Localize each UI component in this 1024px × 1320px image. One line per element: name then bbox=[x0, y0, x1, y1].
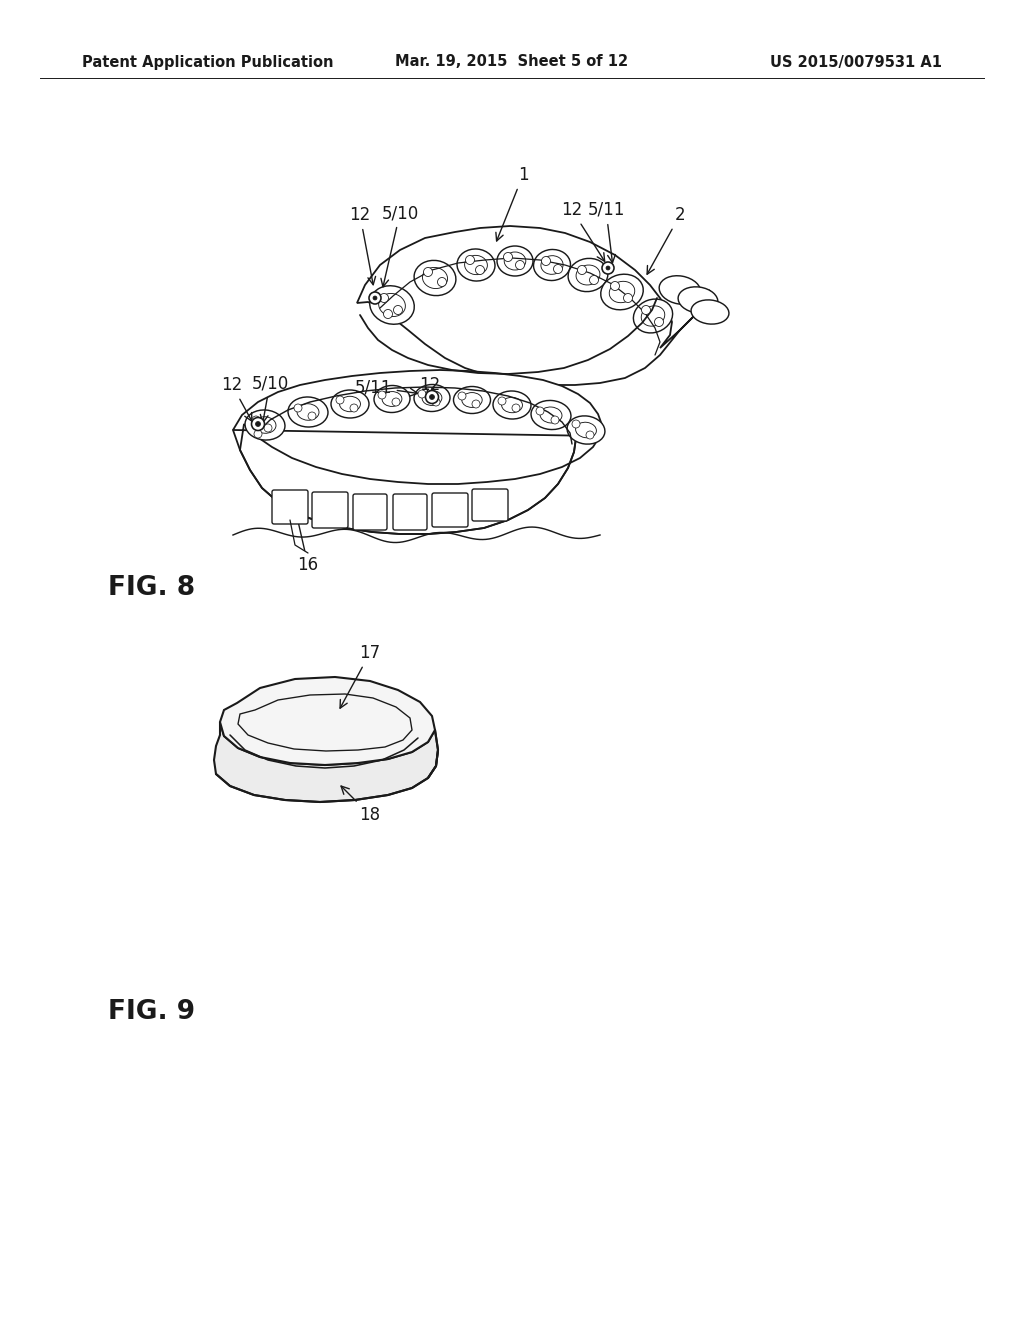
Circle shape bbox=[515, 260, 524, 269]
Ellipse shape bbox=[374, 385, 410, 413]
Circle shape bbox=[378, 391, 386, 399]
Circle shape bbox=[252, 416, 260, 424]
Text: US 2015/0079531 A1: US 2015/0079531 A1 bbox=[770, 54, 942, 70]
Text: 16: 16 bbox=[294, 512, 318, 574]
Circle shape bbox=[336, 396, 344, 404]
Ellipse shape bbox=[497, 246, 534, 276]
Circle shape bbox=[380, 293, 388, 302]
Ellipse shape bbox=[457, 249, 495, 281]
Text: FIG. 9: FIG. 9 bbox=[108, 999, 196, 1026]
Ellipse shape bbox=[567, 416, 605, 444]
Polygon shape bbox=[357, 226, 710, 385]
FancyBboxPatch shape bbox=[472, 488, 508, 521]
Circle shape bbox=[654, 318, 664, 326]
Circle shape bbox=[572, 420, 580, 428]
Circle shape bbox=[498, 397, 506, 405]
Text: 2: 2 bbox=[647, 206, 685, 275]
FancyBboxPatch shape bbox=[272, 490, 308, 524]
Text: 12: 12 bbox=[561, 201, 605, 261]
Text: 5/10: 5/10 bbox=[251, 374, 289, 422]
Circle shape bbox=[551, 416, 559, 424]
Circle shape bbox=[606, 267, 610, 271]
Ellipse shape bbox=[678, 286, 718, 313]
Circle shape bbox=[384, 309, 392, 318]
Circle shape bbox=[578, 265, 587, 275]
Ellipse shape bbox=[534, 249, 570, 281]
FancyBboxPatch shape bbox=[353, 494, 387, 531]
Ellipse shape bbox=[414, 260, 456, 296]
Ellipse shape bbox=[568, 259, 608, 292]
Circle shape bbox=[641, 305, 650, 314]
Circle shape bbox=[586, 432, 594, 440]
Circle shape bbox=[424, 268, 432, 276]
Ellipse shape bbox=[659, 276, 700, 305]
Text: 1: 1 bbox=[496, 166, 528, 242]
Circle shape bbox=[369, 292, 381, 304]
Text: 12: 12 bbox=[221, 376, 252, 421]
Circle shape bbox=[475, 265, 484, 275]
Circle shape bbox=[392, 399, 400, 407]
FancyBboxPatch shape bbox=[393, 494, 427, 531]
Ellipse shape bbox=[331, 389, 369, 418]
Circle shape bbox=[472, 400, 480, 408]
Circle shape bbox=[624, 293, 633, 302]
Text: 12: 12 bbox=[349, 206, 376, 285]
FancyBboxPatch shape bbox=[312, 492, 348, 528]
Ellipse shape bbox=[454, 387, 490, 413]
Circle shape bbox=[432, 399, 440, 407]
Text: Patent Application Publication: Patent Application Publication bbox=[82, 54, 334, 70]
Circle shape bbox=[308, 412, 316, 420]
Ellipse shape bbox=[634, 300, 673, 333]
Text: 12: 12 bbox=[420, 376, 440, 397]
Circle shape bbox=[590, 276, 598, 285]
Polygon shape bbox=[214, 722, 438, 803]
Text: 5/11: 5/11 bbox=[588, 201, 625, 263]
Circle shape bbox=[512, 404, 520, 412]
Circle shape bbox=[264, 424, 272, 432]
Circle shape bbox=[542, 256, 551, 265]
Text: 5/10: 5/10 bbox=[381, 205, 419, 286]
Circle shape bbox=[437, 277, 446, 286]
Circle shape bbox=[536, 407, 544, 414]
Circle shape bbox=[426, 391, 438, 404]
Ellipse shape bbox=[531, 400, 571, 429]
Ellipse shape bbox=[601, 275, 643, 310]
Circle shape bbox=[458, 392, 466, 400]
Circle shape bbox=[294, 404, 302, 412]
Circle shape bbox=[373, 296, 377, 300]
Ellipse shape bbox=[288, 397, 328, 426]
Ellipse shape bbox=[245, 411, 285, 440]
Ellipse shape bbox=[493, 391, 531, 418]
Ellipse shape bbox=[414, 384, 450, 412]
Polygon shape bbox=[233, 370, 602, 535]
Circle shape bbox=[393, 305, 402, 314]
Polygon shape bbox=[220, 677, 435, 766]
Circle shape bbox=[504, 252, 512, 261]
Circle shape bbox=[610, 281, 620, 290]
Circle shape bbox=[256, 421, 260, 426]
Text: 5/11: 5/11 bbox=[354, 378, 418, 396]
Circle shape bbox=[602, 261, 614, 275]
Text: FIG. 8: FIG. 8 bbox=[108, 576, 196, 601]
Circle shape bbox=[466, 256, 474, 264]
Circle shape bbox=[252, 417, 264, 430]
FancyBboxPatch shape bbox=[432, 492, 468, 527]
Ellipse shape bbox=[691, 300, 729, 325]
Ellipse shape bbox=[370, 285, 415, 325]
Text: 17: 17 bbox=[340, 644, 381, 709]
Circle shape bbox=[254, 430, 262, 438]
Circle shape bbox=[418, 389, 426, 399]
Text: Mar. 19, 2015  Sheet 5 of 12: Mar. 19, 2015 Sheet 5 of 12 bbox=[395, 54, 629, 70]
Circle shape bbox=[350, 404, 358, 412]
Text: 18: 18 bbox=[341, 787, 381, 824]
Circle shape bbox=[429, 395, 434, 400]
Circle shape bbox=[554, 264, 562, 273]
